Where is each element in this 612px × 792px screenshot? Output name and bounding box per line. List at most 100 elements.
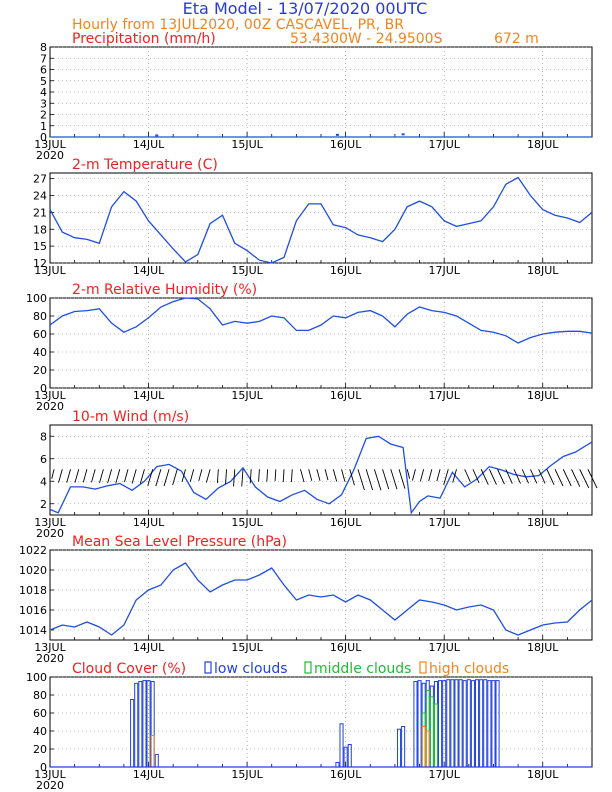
cloud-ytick-label: 20 xyxy=(33,743,47,756)
precip-ytick-label: 1 xyxy=(40,120,47,133)
wind-arrow xyxy=(74,469,80,483)
wind-arrow xyxy=(308,469,313,481)
temp-panel-title: 2-m Temperature (C) xyxy=(72,157,218,173)
wind-arrow xyxy=(579,469,590,489)
cloud-bar-low xyxy=(483,679,488,768)
wind-arrow xyxy=(464,469,471,483)
location-coords: 53.4300W - 24.9500S xyxy=(290,31,443,47)
temp-day-label: 18JUL xyxy=(527,264,559,277)
wind-arrow xyxy=(139,469,145,484)
wind-day-label: 13JUL xyxy=(34,516,66,529)
precip-ytick-label: 7 xyxy=(40,52,47,65)
wind-arrow xyxy=(189,469,195,482)
rh-series-line xyxy=(49,297,593,344)
cloud-day-label: 15JUL xyxy=(231,768,263,781)
wind-arrow xyxy=(436,469,441,482)
mslp-year-label: 2020 xyxy=(36,652,64,665)
cloud-bar-low xyxy=(339,723,344,768)
temp-day-label: 17JUL xyxy=(428,264,460,277)
mslp-day-label: 13JUL xyxy=(34,641,66,654)
mslp-ytick-label: 1018 xyxy=(19,584,47,597)
temp-ytick-label: 24 xyxy=(33,190,47,203)
wind-ytick-label: 8 xyxy=(40,430,47,443)
wind-ytick-label: 2 xyxy=(40,498,47,511)
humidity-panel: 0 20 40 60 80 100 13JUL 14JUL 15JUL 16JUL 17JUL 18J… xyxy=(26,282,593,413)
precip-ytick-label: 0 xyxy=(40,131,47,144)
rh-frame xyxy=(49,297,593,389)
wind-arrow xyxy=(163,469,170,487)
wind-arrow xyxy=(155,469,162,487)
wind-arrow xyxy=(587,469,598,489)
wind-arrow xyxy=(428,469,433,482)
cloud-bar-low xyxy=(134,682,139,768)
precip-ytick-label: 3 xyxy=(40,97,47,110)
wind-arrow xyxy=(290,469,293,483)
cloud-bar-low xyxy=(450,679,455,768)
precip-precip-mark xyxy=(401,133,405,136)
wind-arrow xyxy=(513,469,521,484)
cloud-bar-high xyxy=(421,726,426,768)
wind-arrow xyxy=(480,469,489,485)
cloud-bar-low xyxy=(138,681,143,768)
temp-day-label: 15JUL xyxy=(231,264,263,277)
cloud-day-label: 18JUL xyxy=(527,768,559,781)
wind-arrow xyxy=(452,469,457,483)
wind-arrow xyxy=(99,469,104,483)
wind-year-label: 2020 xyxy=(36,527,64,540)
wind-arrow xyxy=(241,469,244,487)
wind-arrow xyxy=(225,469,228,485)
rh-ytick-label: 100 xyxy=(26,292,47,305)
wind-arrow xyxy=(300,469,305,483)
wind-day-label: 15JUL xyxy=(231,516,263,529)
precip-day-label: 16JUL xyxy=(330,138,362,151)
cloud-bar-low xyxy=(401,726,406,768)
precip-year-label: 2020 xyxy=(36,149,64,162)
wind-arrow xyxy=(147,469,154,486)
cloud-bar-low xyxy=(479,679,484,768)
cloud-ytick-label: 100 xyxy=(26,671,47,684)
cloud-bar-low xyxy=(335,762,340,768)
temp-day-label: 13JUL xyxy=(34,264,66,277)
legend-label-mid: middle clouds xyxy=(314,661,411,677)
cloud-day-label: 16JUL xyxy=(330,768,362,781)
cloud-bar-low xyxy=(462,680,467,768)
wind-arrow xyxy=(58,469,63,483)
precip-ytick-label: 8 xyxy=(40,41,47,54)
temp-day-label: 16JUL xyxy=(330,264,362,277)
temp-ytick-label: 27 xyxy=(33,173,47,186)
rh-ytick-label: 40 xyxy=(33,346,47,359)
rh-ytick-label: 80 xyxy=(33,310,47,323)
precip-day-label: 14JUL xyxy=(133,138,165,151)
wind-arrow xyxy=(107,469,113,484)
cloud-day-label: 13JUL xyxy=(34,768,66,781)
temperature-panel: 12 15 18 21 24 27 13JUL 14JUL 15JUL 16JUL 17JUL 18J… xyxy=(33,157,593,277)
wind-arrow xyxy=(529,469,538,484)
wind-arrow xyxy=(172,469,178,486)
rh-day-label: 18JUL xyxy=(527,389,559,402)
cloud-bar-low xyxy=(446,679,451,768)
temp-ytick-label: 21 xyxy=(33,206,47,219)
cloud-ytick-label: 80 xyxy=(33,689,47,702)
cloud-bar-low xyxy=(474,679,480,768)
cloud-bar-high xyxy=(425,730,430,768)
wind-arrow xyxy=(521,469,529,484)
wind-arrow xyxy=(538,469,546,484)
cloud-bar-low xyxy=(466,679,471,768)
wind-arrow xyxy=(324,469,329,481)
cloud-bar-low xyxy=(142,680,147,768)
wind-arrow xyxy=(205,469,211,483)
wind-arrow xyxy=(266,469,269,482)
precip-panel-title: Precipitation (mm/h) xyxy=(72,31,216,47)
wind-arrow xyxy=(443,469,449,486)
wind-arrow xyxy=(488,469,497,485)
wind-day-label: 16JUL xyxy=(330,516,362,529)
temp-frame xyxy=(49,172,593,264)
rh-year-label: 2020 xyxy=(36,400,64,413)
mslp-day-label: 15JUL xyxy=(231,641,263,654)
cloud-bar-low xyxy=(413,681,418,768)
cloud-bar-low xyxy=(495,680,500,768)
cloud-ytick-label: 40 xyxy=(33,725,47,738)
rh-day-label: 13JUL xyxy=(34,389,66,402)
mslp-ytick-label: 1016 xyxy=(19,604,47,617)
rh-ytick-label: 0 xyxy=(40,382,47,395)
